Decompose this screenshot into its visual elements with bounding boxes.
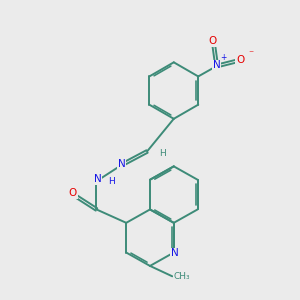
- Text: ⁻: ⁻: [248, 49, 253, 59]
- Text: N: N: [171, 248, 178, 258]
- Text: N: N: [94, 174, 101, 184]
- Text: +: +: [220, 52, 226, 62]
- Text: O: O: [69, 188, 77, 198]
- Text: H: H: [108, 177, 115, 186]
- Text: H: H: [159, 149, 166, 158]
- Text: N: N: [118, 159, 126, 169]
- Text: N: N: [213, 60, 220, 70]
- Text: O: O: [208, 36, 216, 46]
- Text: O: O: [236, 55, 244, 65]
- Text: CH₃: CH₃: [173, 272, 190, 281]
